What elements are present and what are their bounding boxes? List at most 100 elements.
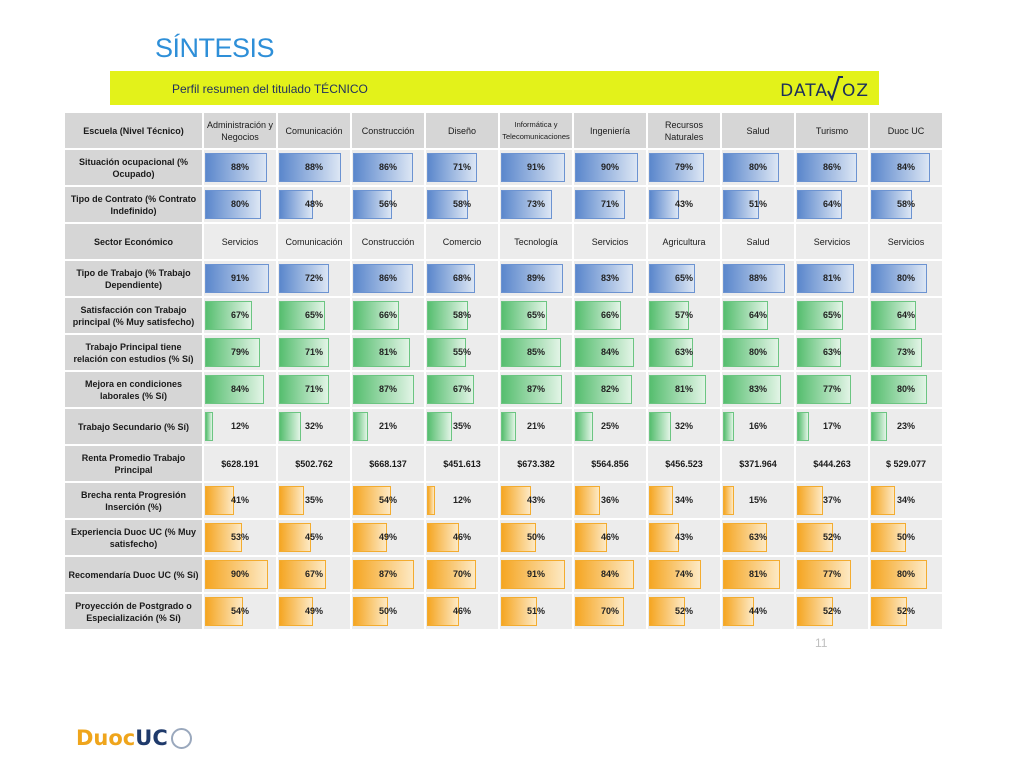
percent-value: 87% — [378, 569, 397, 579]
data-bar — [279, 338, 329, 367]
percent-value: 51% — [526, 606, 545, 616]
data-bar — [501, 153, 565, 182]
percent-value: 73% — [526, 199, 545, 209]
table-row: Brecha renta Progresión Inserción (%) 41%… — [65, 483, 942, 518]
table-cell: $444.263 — [796, 446, 868, 481]
table-cell: 91% — [500, 557, 572, 592]
table-row: Mejora en condiciones laborales (% Sí) 84… — [65, 372, 942, 407]
table-cell: 51% — [722, 187, 794, 222]
data-bar — [649, 597, 686, 626]
data-bar — [649, 375, 706, 404]
table-cell: 79% — [204, 335, 276, 370]
data-bar — [797, 264, 854, 293]
table-cell: 84% — [574, 335, 646, 370]
table-cell: 80% — [204, 187, 276, 222]
table-cell: 35% — [278, 483, 350, 518]
table-cell: 67% — [204, 298, 276, 333]
percent-value: 84% — [230, 384, 249, 394]
table-cell: Agricultura — [648, 224, 720, 259]
data-bar — [797, 560, 851, 589]
table-cell: 34% — [648, 483, 720, 518]
table-cell: 16% — [722, 409, 794, 444]
data-bar — [723, 338, 779, 367]
table-cell: 83% — [722, 372, 794, 407]
data-bar — [501, 301, 547, 330]
table-cell: 55% — [426, 335, 498, 370]
data-bar — [649, 486, 673, 515]
table-cell: 46% — [426, 594, 498, 629]
data-bar — [501, 523, 536, 552]
data-bar — [501, 375, 562, 404]
table-cell: 51% — [500, 594, 572, 629]
row-label: Escuela (Nivel Técnico) — [65, 113, 202, 148]
table-cell: 70% — [574, 594, 646, 629]
table-cell: 87% — [352, 372, 424, 407]
table-cell: 64% — [796, 187, 868, 222]
data-bar — [353, 597, 388, 626]
percent-value: 63% — [748, 532, 767, 542]
data-bar — [723, 597, 754, 626]
table-cell: 23% — [870, 409, 942, 444]
data-bar — [205, 412, 214, 441]
table-cell: 45% — [278, 520, 350, 555]
data-bar — [649, 264, 695, 293]
percent-value: 87% — [526, 384, 545, 394]
table-cell: 74% — [648, 557, 720, 592]
percent-value: 71% — [452, 162, 471, 172]
data-bar — [501, 264, 564, 293]
table-cell: 64% — [870, 298, 942, 333]
table-cell: 56% — [352, 187, 424, 222]
data-bar — [649, 560, 701, 589]
percent-value: 25% — [600, 421, 619, 431]
table-cell: $ 529.077 — [870, 446, 942, 481]
percent-value: 52% — [822, 606, 841, 616]
percent-value: 53% — [230, 532, 249, 542]
table-cell: Comercio — [426, 224, 498, 259]
table-cell: 87% — [352, 557, 424, 592]
percent-value: 52% — [822, 532, 841, 542]
percent-value: 80% — [748, 347, 767, 357]
percent-value: 50% — [526, 532, 545, 542]
percent-value: 63% — [822, 347, 841, 357]
data-bar — [723, 190, 759, 219]
data-bar — [427, 597, 460, 626]
percent-value: 64% — [822, 199, 841, 209]
percent-value: 70% — [452, 569, 471, 579]
table-cell: 90% — [574, 150, 646, 185]
table-cell: 91% — [500, 150, 572, 185]
percent-value: 32% — [674, 421, 693, 431]
percent-value: 88% — [748, 273, 767, 283]
percent-value: 48% — [304, 199, 323, 209]
table-cell: 84% — [574, 557, 646, 592]
row-label: Tipo de Contrato (% Contrato Indefinido) — [65, 187, 202, 222]
table-cell: 66% — [352, 298, 424, 333]
percent-value: 21% — [378, 421, 397, 431]
table-cell: 86% — [352, 261, 424, 296]
table-cell: 63% — [648, 335, 720, 370]
column-header: Construcción — [352, 113, 424, 148]
seal-icon — [170, 727, 192, 749]
data-bar — [427, 153, 477, 182]
table-cell: 66% — [574, 298, 646, 333]
data-bar — [575, 412, 593, 441]
data-bar — [205, 560, 268, 589]
row-label: Experiencia Duoc UC (% Muy satisfecho) — [65, 520, 202, 555]
data-bar — [723, 486, 734, 515]
data-bar — [723, 375, 782, 404]
percent-value: 83% — [748, 384, 767, 394]
percent-value: 67% — [230, 310, 249, 320]
data-bar — [723, 264, 785, 293]
row-label: Tipo de Trabajo (% Trabajo Dependiente) — [65, 261, 202, 296]
percent-value: 55% — [452, 347, 471, 357]
percent-value: 58% — [452, 310, 471, 320]
table-row: Tipo de Trabajo (% Trabajo Dependiente) 9… — [65, 261, 942, 296]
percent-value: 87% — [378, 384, 397, 394]
data-bar — [427, 560, 476, 589]
data-bar — [575, 264, 634, 293]
table-cell: 80% — [722, 150, 794, 185]
table-cell: 88% — [722, 261, 794, 296]
percent-value: 46% — [600, 532, 619, 542]
percent-value: 65% — [674, 273, 693, 283]
percent-value: 84% — [600, 569, 619, 579]
percent-value: 79% — [674, 162, 693, 172]
